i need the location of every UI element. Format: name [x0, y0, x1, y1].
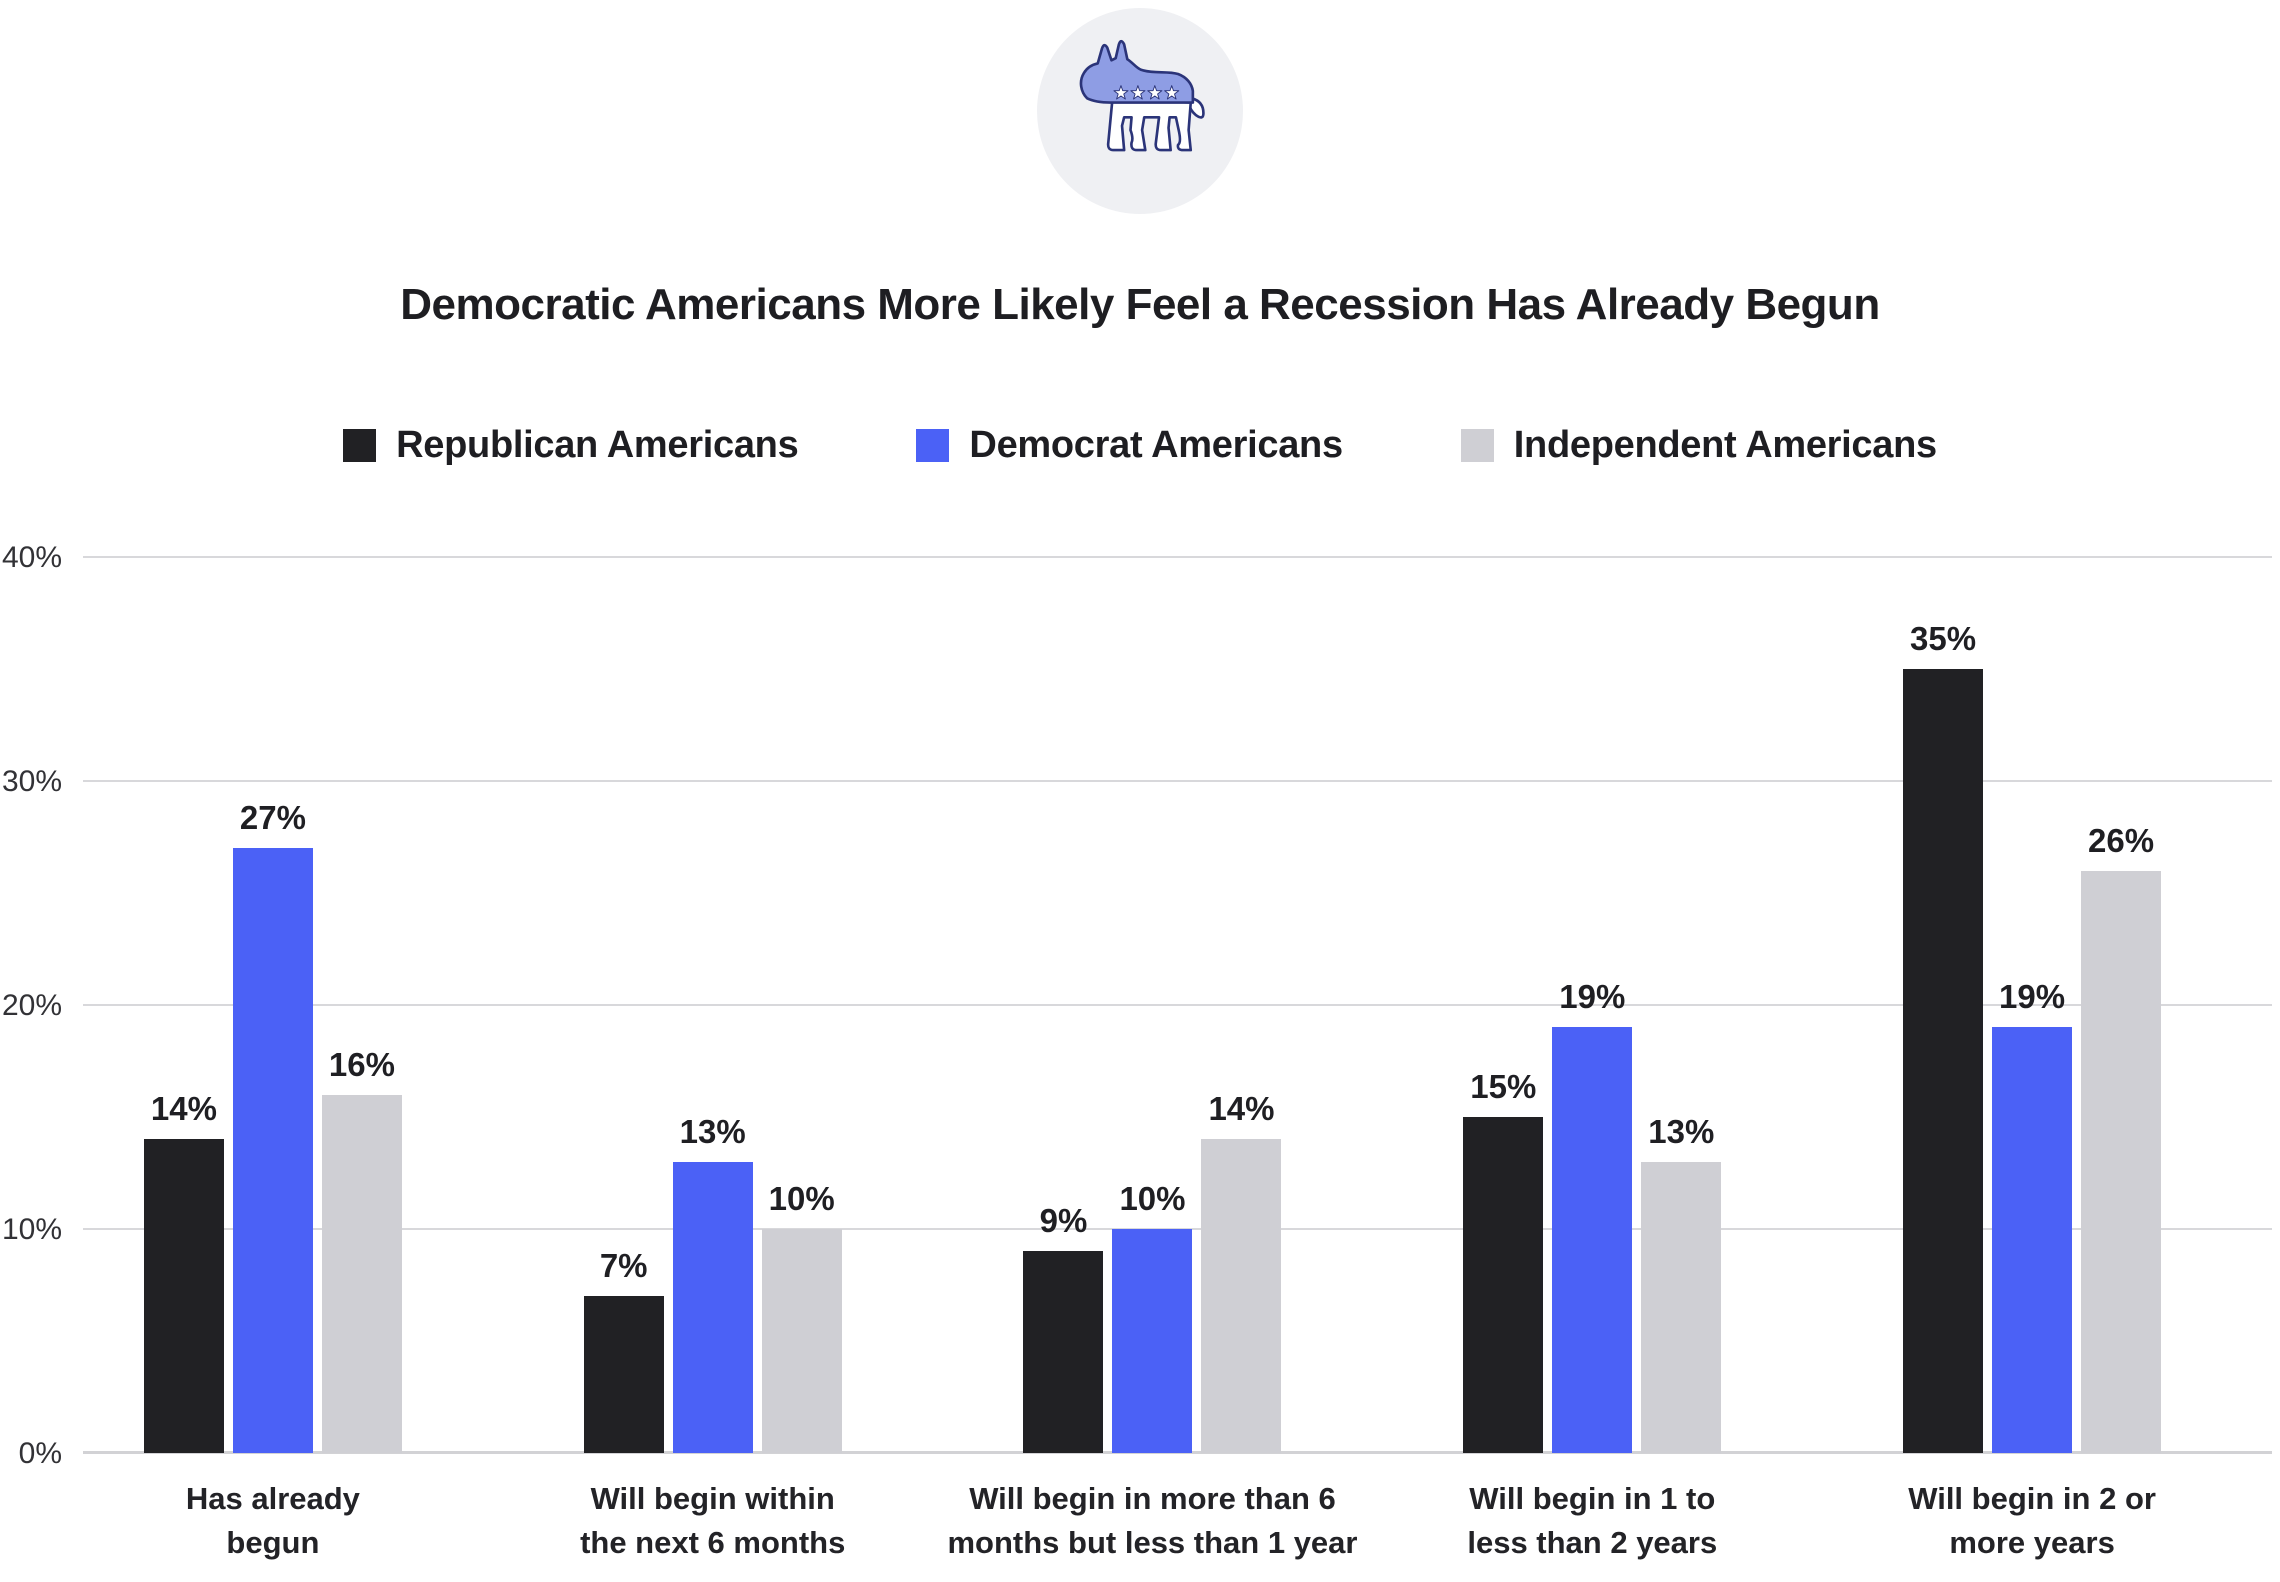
legend-label: Democrat Americans — [969, 424, 1343, 466]
category-label-line: Will begin in 1 to — [1469, 1481, 1716, 1516]
legend-item: Independent Americans — [1460, 424, 1937, 467]
y-axis-tick-label: 10% — [1, 1213, 62, 1246]
category-label-line: months but less than 1 year — [947, 1525, 1358, 1560]
bar — [2081, 870, 2162, 1453]
y-axis-tick-label: 0% — [18, 1437, 62, 1470]
bar-group: 14% 27% 16% — [53, 557, 493, 1453]
bar-column: 13% — [1641, 557, 1722, 1453]
category-label-line: Will begin within — [590, 1481, 835, 1516]
bar-column: 26% — [2081, 557, 2162, 1453]
bar-group: 7% 13% 10% — [493, 557, 933, 1453]
y-axis-tick-label: 20% — [1, 989, 62, 1022]
y-axis-tick-label: 30% — [1, 765, 62, 798]
bar-column: 14% — [143, 557, 224, 1453]
legend: Republican Americans Democrat Americans In… — [0, 424, 2280, 467]
legend-item: Democrat Americans — [916, 424, 1343, 467]
bar-value-label: 27% — [239, 799, 306, 837]
legend-label: Independent Americans — [1513, 424, 1937, 466]
bar-column: 10% — [761, 557, 842, 1453]
legend-swatch-icon — [1460, 429, 1494, 462]
legend-swatch-icon — [916, 429, 950, 462]
category-label-line: less than 2 years — [1467, 1525, 1718, 1560]
bar — [1112, 1229, 1193, 1453]
bar-column: 13% — [672, 557, 753, 1453]
category-label-line: begun — [226, 1525, 320, 1560]
democratic-donkey-icon — [1079, 39, 1205, 152]
category-label-line: Will begin in more than 6 — [969, 1481, 1336, 1516]
bar-group: 35% 19% 26% — [1812, 557, 2252, 1453]
category-label: Will begin within the next 6 months — [493, 1477, 933, 1565]
bar-value-label: 16% — [328, 1045, 395, 1083]
category-label-line: more years — [1949, 1525, 2115, 1560]
category-axis: Has already begun Will begin within the nex… — [53, 1477, 2252, 1565]
bar-group: 9% 10% 14% — [933, 557, 1373, 1453]
bar-column: 35% — [1903, 557, 1984, 1453]
bar — [1641, 1161, 1722, 1453]
bar-column: 16% — [321, 557, 402, 1453]
bar — [672, 1161, 753, 1453]
bar-chart: 0% 10% 20% 30% 40% 14% 27% 16% 7% 13% 10% 9% 10% 14% 1… — [0, 541, 2280, 1565]
plot-area: 0% 10% 20% 30% 40% 14% 27% 16% 7% 13% 10% 9% 10% 14% 1… — [2, 541, 2272, 1470]
bar — [1023, 1251, 1104, 1453]
gridline — [83, 780, 2272, 782]
bar-column: 27% — [232, 557, 313, 1453]
bar-value-label: 9% — [1039, 1202, 1088, 1240]
y-axis-tick-label: 40% — [1, 541, 62, 574]
bar-value-label: 10% — [768, 1180, 835, 1217]
bar-value-label: 10% — [1119, 1180, 1186, 1217]
bar-value-label: 15% — [1470, 1068, 1537, 1105]
category-label: Has already begun — [53, 1477, 493, 1565]
star-icons — [1113, 85, 1180, 100]
category-label-line: the next 6 months — [580, 1525, 846, 1560]
bar-value-label: 14% — [1208, 1090, 1275, 1128]
bar-value-label: 14% — [150, 1090, 217, 1128]
bar-value-label: 19% — [1559, 978, 1626, 1016]
legend-item: Republican Americans — [343, 424, 799, 467]
logo-circle — [1037, 8, 1243, 214]
bar — [143, 1139, 224, 1453]
category-label: Will begin in more than 6 months but less… — [933, 1477, 1373, 1565]
bar-column: 10% — [1112, 557, 1193, 1453]
bar-column: 9% — [1023, 557, 1104, 1453]
category-label: Will begin in 2 or more years — [1812, 1477, 2252, 1565]
bar-value-label: 13% — [679, 1112, 746, 1150]
chart-title: Democratic Americans More Likely Feel a … — [400, 280, 1880, 329]
bar — [1463, 1117, 1544, 1453]
bar — [1903, 669, 1984, 1453]
bar-column: 19% — [1552, 557, 1633, 1453]
bar — [321, 1094, 402, 1453]
gridline — [83, 1004, 2272, 1006]
bar-value-label: 26% — [2088, 821, 2155, 859]
bar-value-label: 19% — [1999, 978, 2066, 1016]
bar — [761, 1229, 842, 1453]
bar-column: 7% — [583, 557, 664, 1453]
legend-swatch-icon — [343, 429, 377, 462]
category-label-line: Has already — [185, 1481, 360, 1516]
bar-value-label: 7% — [599, 1247, 648, 1285]
category-label-line: Will begin in 2 or — [1908, 1481, 2156, 1516]
bar-group: 15% 19% 13% — [1372, 557, 1812, 1453]
bar — [232, 848, 313, 1453]
bar — [1201, 1139, 1282, 1453]
legend-label: Republican Americans — [396, 424, 799, 466]
bar-column: 14% — [1201, 557, 1282, 1453]
bar-column: 15% — [1463, 557, 1544, 1453]
bar-value-label: 13% — [1648, 1112, 1715, 1150]
bars-layer: 14% 27% 16% 7% 13% 10% 9% 10% 14% 15% 19% 13% 35% 19%… — [53, 557, 2252, 1453]
gridline — [83, 556, 2272, 558]
bar — [1552, 1027, 1633, 1453]
bar-column: 19% — [1992, 557, 2073, 1453]
bar — [1992, 1027, 2073, 1453]
logo — [0, 8, 2280, 214]
category-label: Will begin in 1 to less than 2 years — [1372, 1477, 1812, 1565]
bar — [583, 1296, 664, 1453]
bar-value-label: 35% — [1910, 620, 1977, 657]
